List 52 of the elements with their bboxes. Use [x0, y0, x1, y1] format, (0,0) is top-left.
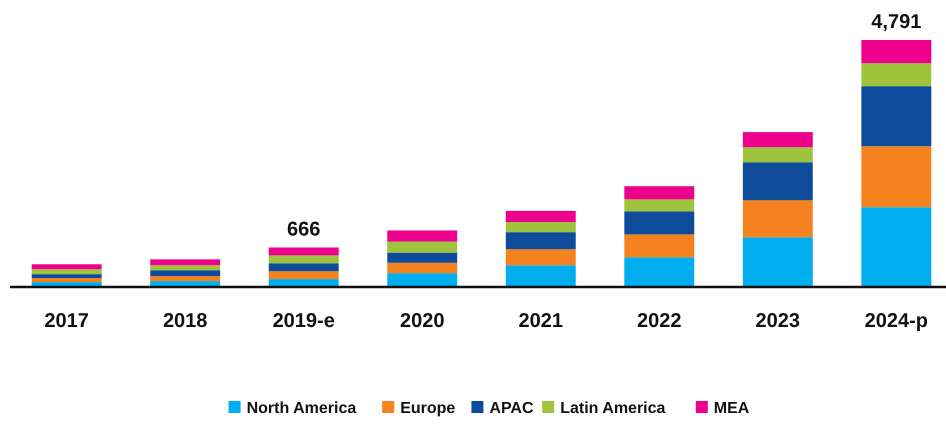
bar: [387, 273, 458, 287]
legend-label: North America: [246, 400, 356, 417]
x-tick-label: 2018: [162, 310, 208, 332]
bar: [268, 247, 339, 256]
bar: [742, 147, 813, 162]
annotation: 666: [287, 218, 320, 240]
bar: [32, 264, 102, 270]
bar: [506, 249, 576, 266]
bar: [624, 234, 694, 258]
legend-label: MEA: [714, 400, 750, 417]
legend-label: Europe: [400, 400, 456, 417]
bar: [387, 252, 458, 263]
x-tick-label: 2022: [637, 310, 682, 332]
bar: [387, 262, 458, 274]
x-tick-label: 2023: [756, 310, 800, 332]
bar: [742, 162, 813, 200]
bar: [624, 199, 694, 212]
bar: [150, 276, 220, 282]
bar: [624, 211, 694, 234]
bar: [624, 257, 694, 287]
bar: [32, 278, 102, 282]
legend-label: Latin America: [560, 400, 666, 417]
bar: [150, 265, 220, 270]
bar: [861, 40, 932, 64]
bar: [742, 132, 813, 148]
bar: [742, 237, 813, 287]
bar: [861, 146, 932, 208]
bar: [624, 186, 694, 200]
bar: [268, 255, 339, 264]
x-tick-label: 2020: [400, 310, 444, 332]
bar: [861, 63, 932, 86]
x-tick-label: 2017: [44, 310, 89, 332]
bar: [387, 230, 458, 242]
x-tick-label: 2021: [518, 310, 564, 332]
bar: [387, 242, 458, 253]
bar: [506, 222, 576, 232]
bar: [506, 210, 576, 222]
x-tick-label: 2024-p: [864, 310, 928, 332]
bar: [506, 265, 576, 287]
bar: [150, 270, 220, 276]
bar: [861, 207, 932, 287]
bar: [742, 200, 813, 238]
annotation: 4,791: [871, 11, 922, 33]
bar: [506, 232, 576, 250]
bar: [150, 259, 220, 266]
bar: [861, 86, 932, 146]
bar: [268, 263, 339, 272]
bar: [32, 269, 102, 274]
x-tick-label: 2019-e: [272, 310, 335, 332]
bar: [32, 274, 102, 278]
legend-label: APAC: [489, 400, 534, 417]
bar: [268, 271, 339, 280]
